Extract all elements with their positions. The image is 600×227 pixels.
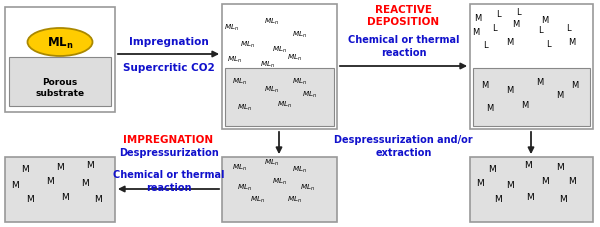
Text: $\mathbf{ML_n}$: $\mathbf{ML_n}$ bbox=[47, 35, 73, 50]
Text: $ML_n$: $ML_n$ bbox=[272, 45, 287, 55]
Text: L: L bbox=[496, 10, 500, 18]
Text: $ML_n$: $ML_n$ bbox=[260, 60, 275, 70]
Text: $ML_n$: $ML_n$ bbox=[287, 194, 302, 204]
Text: M: M bbox=[46, 177, 54, 186]
Text: $ML_n$: $ML_n$ bbox=[238, 182, 253, 192]
Text: $ML_n$: $ML_n$ bbox=[232, 76, 248, 87]
Bar bbox=[5, 157, 115, 222]
Text: M: M bbox=[559, 195, 567, 204]
Text: M: M bbox=[488, 165, 496, 174]
Text: $ML_n$: $ML_n$ bbox=[292, 30, 308, 40]
Text: $ML_n$: $ML_n$ bbox=[287, 53, 302, 63]
Text: $ML_n$: $ML_n$ bbox=[238, 102, 253, 113]
Text: M: M bbox=[487, 103, 494, 112]
Text: M: M bbox=[506, 37, 514, 46]
Text: $ML_n$: $ML_n$ bbox=[292, 164, 308, 174]
Text: M: M bbox=[541, 177, 549, 186]
Text: $ML_n$: $ML_n$ bbox=[292, 76, 308, 87]
Text: L: L bbox=[566, 23, 571, 32]
Text: M: M bbox=[524, 160, 532, 169]
Text: M: M bbox=[81, 178, 89, 187]
Text: M: M bbox=[21, 165, 29, 174]
Text: M: M bbox=[481, 80, 488, 89]
Ellipse shape bbox=[28, 29, 92, 57]
Bar bbox=[9, 58, 111, 106]
Bar bbox=[470, 5, 593, 129]
Bar bbox=[222, 157, 337, 222]
Text: Despressurization and/or: Despressurization and/or bbox=[334, 134, 473, 144]
Text: $ML_n$: $ML_n$ bbox=[277, 99, 293, 110]
Text: reaction: reaction bbox=[381, 48, 426, 58]
Text: $ML_n$: $ML_n$ bbox=[265, 157, 280, 167]
Text: Despressurization: Despressurization bbox=[119, 147, 218, 157]
Text: M: M bbox=[506, 85, 514, 94]
Text: $ML_n$: $ML_n$ bbox=[232, 162, 248, 172]
Text: Chemical or thermal: Chemical or thermal bbox=[348, 35, 459, 45]
Text: M: M bbox=[26, 195, 34, 204]
Text: reaction: reaction bbox=[146, 182, 191, 192]
Text: M: M bbox=[521, 100, 529, 109]
Bar bbox=[473, 69, 590, 126]
Text: Chemical or thermal: Chemical or thermal bbox=[113, 169, 224, 179]
Bar bbox=[222, 5, 337, 129]
Text: L: L bbox=[482, 40, 487, 49]
Text: M: M bbox=[11, 180, 19, 189]
Text: M: M bbox=[476, 178, 484, 187]
Text: $ML_n$: $ML_n$ bbox=[302, 89, 317, 100]
Text: M: M bbox=[61, 193, 69, 202]
Text: REACTIVE: REACTIVE bbox=[375, 5, 432, 15]
Text: M: M bbox=[541, 15, 548, 24]
Text: M: M bbox=[556, 90, 563, 99]
Text: Porous
substrate: Porous substrate bbox=[35, 78, 85, 97]
Text: M: M bbox=[568, 37, 575, 46]
Text: $ML_n$: $ML_n$ bbox=[265, 17, 280, 27]
Text: M: M bbox=[571, 80, 578, 89]
Text: M: M bbox=[475, 13, 482, 22]
Text: M: M bbox=[526, 193, 534, 202]
Text: IMPREGNATION: IMPREGNATION bbox=[124, 134, 214, 144]
Bar bbox=[5, 8, 115, 113]
Text: L: L bbox=[538, 25, 542, 34]
Text: $ML_n$: $ML_n$ bbox=[250, 194, 266, 204]
Text: M: M bbox=[568, 177, 576, 186]
Text: DEPOSITION: DEPOSITION bbox=[367, 17, 440, 27]
Text: M: M bbox=[556, 163, 564, 172]
Text: M: M bbox=[506, 180, 514, 189]
Text: M: M bbox=[512, 20, 520, 28]
Text: L: L bbox=[491, 23, 496, 32]
Text: $ML_n$: $ML_n$ bbox=[272, 176, 287, 186]
Text: $ML_n$: $ML_n$ bbox=[224, 23, 239, 33]
Text: M: M bbox=[536, 77, 544, 86]
Text: M: M bbox=[494, 195, 502, 204]
Text: Impregnation: Impregnation bbox=[128, 37, 208, 47]
Text: L: L bbox=[545, 39, 550, 48]
Text: $ML_n$: $ML_n$ bbox=[227, 55, 242, 65]
Text: $ML_n$: $ML_n$ bbox=[241, 40, 256, 50]
Text: Supercritic CO2: Supercritic CO2 bbox=[122, 63, 214, 73]
Text: M: M bbox=[94, 195, 102, 204]
Text: $ML_n$: $ML_n$ bbox=[301, 182, 316, 192]
Text: L: L bbox=[515, 7, 520, 16]
Bar bbox=[470, 157, 593, 222]
Text: M: M bbox=[86, 160, 94, 169]
Text: extraction: extraction bbox=[376, 147, 431, 157]
Text: M: M bbox=[56, 162, 64, 171]
Text: M: M bbox=[472, 27, 479, 36]
Bar bbox=[225, 69, 334, 126]
Text: $ML_n$: $ML_n$ bbox=[265, 84, 280, 95]
